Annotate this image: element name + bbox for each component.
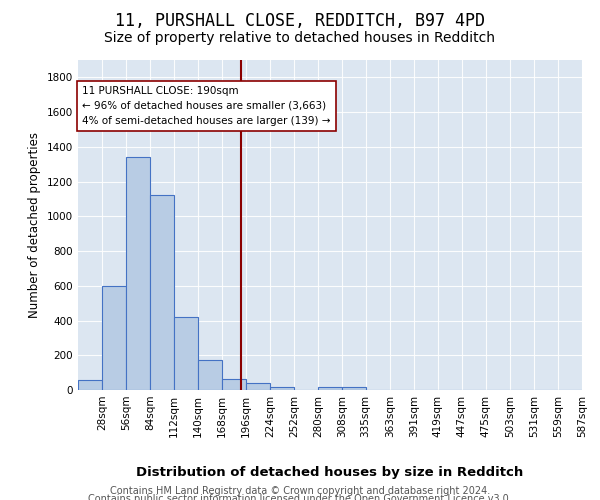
Bar [150,196,174,390]
Bar [102,286,126,390]
Bar [198,360,222,390]
Bar [174,317,198,390]
Bar [78,380,102,390]
Text: Distribution of detached houses by size in Redditch: Distribution of detached houses by size … [136,466,524,479]
Bar [343,386,367,390]
Text: Contains public sector information licensed under the Open Government Licence v3: Contains public sector information licen… [88,494,512,500]
Bar [222,378,246,390]
Bar [319,386,343,390]
Bar [126,158,150,390]
Text: 11, PURSHALL CLOSE, REDDITCH, B97 4PD: 11, PURSHALL CLOSE, REDDITCH, B97 4PD [115,12,485,30]
Text: Size of property relative to detached houses in Redditch: Size of property relative to detached ho… [104,31,496,45]
Bar [246,383,271,390]
Text: Contains HM Land Registry data © Crown copyright and database right 2024.: Contains HM Land Registry data © Crown c… [110,486,490,496]
Text: 11 PURSHALL CLOSE: 190sqm
← 96% of detached houses are smaller (3,663)
4% of sem: 11 PURSHALL CLOSE: 190sqm ← 96% of detac… [82,86,331,126]
Bar [271,386,295,390]
Y-axis label: Number of detached properties: Number of detached properties [28,132,41,318]
